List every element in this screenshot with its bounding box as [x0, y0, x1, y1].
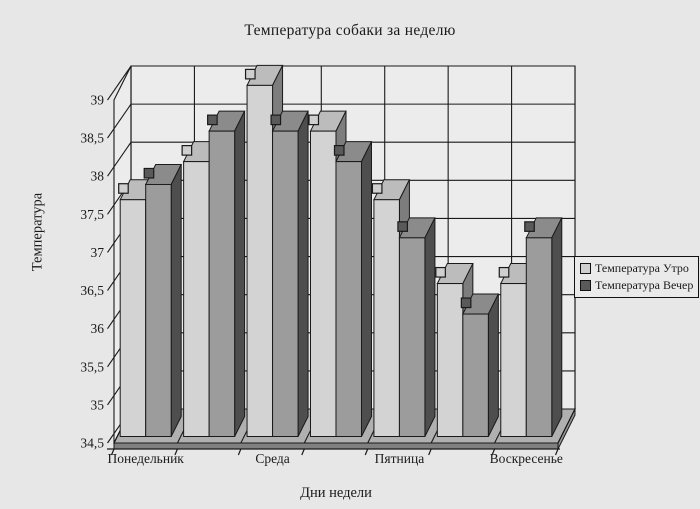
legend-label-morning: Температура Утро — [595, 261, 689, 275]
x-tick-label: Понедельник — [108, 451, 185, 466]
bar-side — [170, 164, 182, 437]
bars — [118, 64, 563, 438]
bar-front — [119, 199, 147, 437]
x-tick-labels: Понедельник Среда Пятница Воскресенье — [108, 451, 563, 466]
y-tick-labels: 34,5 35 35,5 36 36,5 37 37,5 38 38,5 39 — [80, 93, 104, 451]
bar-marker-icon — [371, 183, 383, 194]
legend-swatch-evening-icon — [580, 279, 591, 291]
x-tick-label: Пятница — [375, 451, 425, 466]
bar-side — [234, 110, 246, 437]
bar-front — [183, 161, 210, 437]
bar-front — [398, 237, 426, 437]
bar-front — [246, 84, 274, 437]
bar-side — [424, 217, 436, 437]
legend-label-evening: Температура Вечер — [595, 278, 694, 292]
bar-side — [360, 141, 372, 437]
bar-front — [309, 130, 337, 437]
bar-marker-icon — [397, 221, 409, 232]
x-axis — [107, 448, 561, 456]
bar-marker-icon — [460, 297, 472, 309]
bar-marker-icon — [118, 183, 129, 194]
x-axis-title: Дни недели — [300, 485, 372, 501]
bar-side — [551, 217, 563, 437]
bar-marker-icon — [181, 145, 193, 156]
y-tick-label: 38,5 — [80, 131, 104, 146]
bar-marker-icon — [143, 167, 155, 179]
y-tick-label: 35,5 — [80, 359, 104, 374]
x-tick-label: Воскресенье — [490, 451, 563, 466]
y-tick-label: 35 — [91, 397, 105, 412]
y-tick-label: 37,5 — [80, 207, 104, 222]
legend-swatch-morning-icon — [580, 262, 591, 274]
bar-front — [208, 130, 236, 437]
bar-front — [436, 283, 464, 437]
legend-item-evening: Температура Вечер — [580, 278, 693, 292]
legend-item-morning: Температура Утро — [580, 261, 693, 275]
bar-front — [500, 283, 527, 437]
bar-front — [272, 130, 299, 437]
y-tick-label: 34,5 — [80, 436, 104, 451]
y-tick-label: 39 — [91, 93, 105, 108]
legend: Температура Утро Температура Вечер — [574, 256, 700, 298]
bar-marker-icon — [498, 266, 510, 278]
bar-side — [297, 110, 309, 437]
bar-side — [487, 293, 499, 437]
bar-front — [145, 183, 172, 437]
chart-title: Температура собаки за неделю — [244, 22, 456, 39]
bar-front — [335, 161, 362, 437]
bar-marker-icon — [270, 114, 282, 126]
bar-marker-icon — [333, 145, 345, 156]
bar-front — [373, 199, 400, 437]
y-tick-label: 36,5 — [80, 283, 104, 298]
y-tick-label: 37 — [91, 245, 105, 260]
y-tick-label: 36 — [91, 321, 105, 336]
x-tick-label: Среда — [255, 451, 289, 466]
bar-marker-icon — [524, 221, 535, 232]
y-axis-title: Температура — [29, 192, 46, 272]
bar-marker-icon — [308, 114, 320, 126]
bar-marker-icon — [435, 266, 446, 278]
bar-front — [525, 237, 553, 437]
bar-marker-icon — [244, 68, 256, 80]
bar-marker-icon — [207, 114, 218, 126]
y-tick-label: 38 — [91, 169, 105, 184]
bar-front — [462, 313, 489, 438]
